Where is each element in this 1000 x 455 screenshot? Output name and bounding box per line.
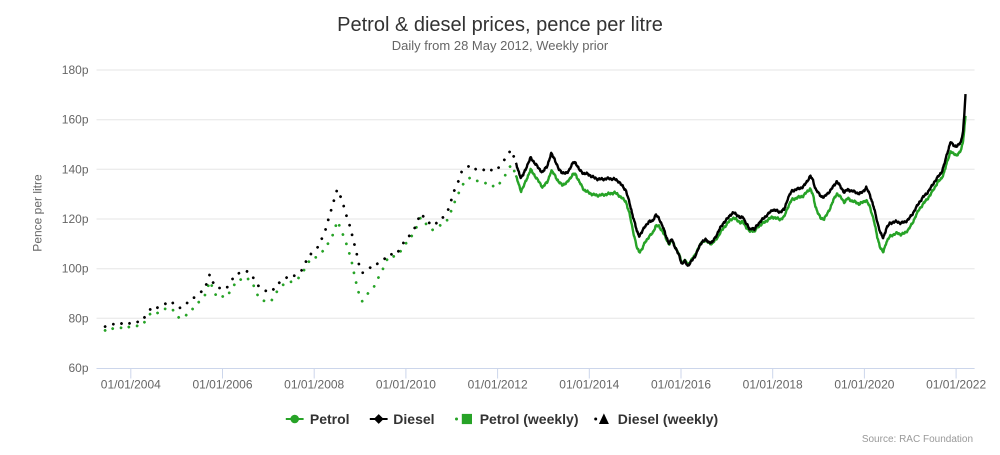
svg-text:120p: 120p: [62, 212, 89, 226]
svg-text:01/01/2012: 01/01/2012: [468, 378, 528, 392]
svg-text:01/01/2008: 01/01/2008: [284, 378, 344, 392]
svg-text:100p: 100p: [62, 262, 89, 276]
svg-text:Petrol (weekly): Petrol (weekly): [480, 411, 579, 427]
svg-text:01/01/2010: 01/01/2010: [376, 378, 436, 392]
svg-text:Diesel (weekly): Diesel (weekly): [618, 411, 718, 427]
svg-text:60p: 60p: [68, 361, 88, 375]
svg-text:Pence per litre: Pence per litre: [31, 174, 45, 252]
svg-text:160p: 160p: [62, 113, 89, 127]
svg-text:140p: 140p: [62, 162, 89, 176]
svg-text:01/01/2020: 01/01/2020: [834, 378, 894, 392]
svg-text:01/01/2016: 01/01/2016: [651, 378, 711, 392]
svg-text:Petrol: Petrol: [310, 411, 350, 427]
svg-text:01/01/2014: 01/01/2014: [559, 378, 619, 392]
svg-text:Daily from 28 May 2012, Weekly: Daily from 28 May 2012, Weekly prior: [392, 38, 609, 53]
svg-text:80p: 80p: [68, 311, 88, 325]
svg-text:Diesel: Diesel: [393, 411, 434, 427]
svg-text:Petrol & diesel prices, pence: Petrol & diesel prices, pence per litre: [337, 14, 663, 36]
svg-text:Source: RAC Foundation: Source: RAC Foundation: [862, 434, 973, 445]
svg-text:01/01/2004: 01/01/2004: [101, 378, 161, 392]
svg-text:180p: 180p: [62, 63, 89, 77]
svg-text:01/01/2018: 01/01/2018: [743, 378, 803, 392]
svg-text:01/01/2022: 01/01/2022: [926, 378, 986, 392]
svg-text:01/01/2006: 01/01/2006: [192, 378, 252, 392]
